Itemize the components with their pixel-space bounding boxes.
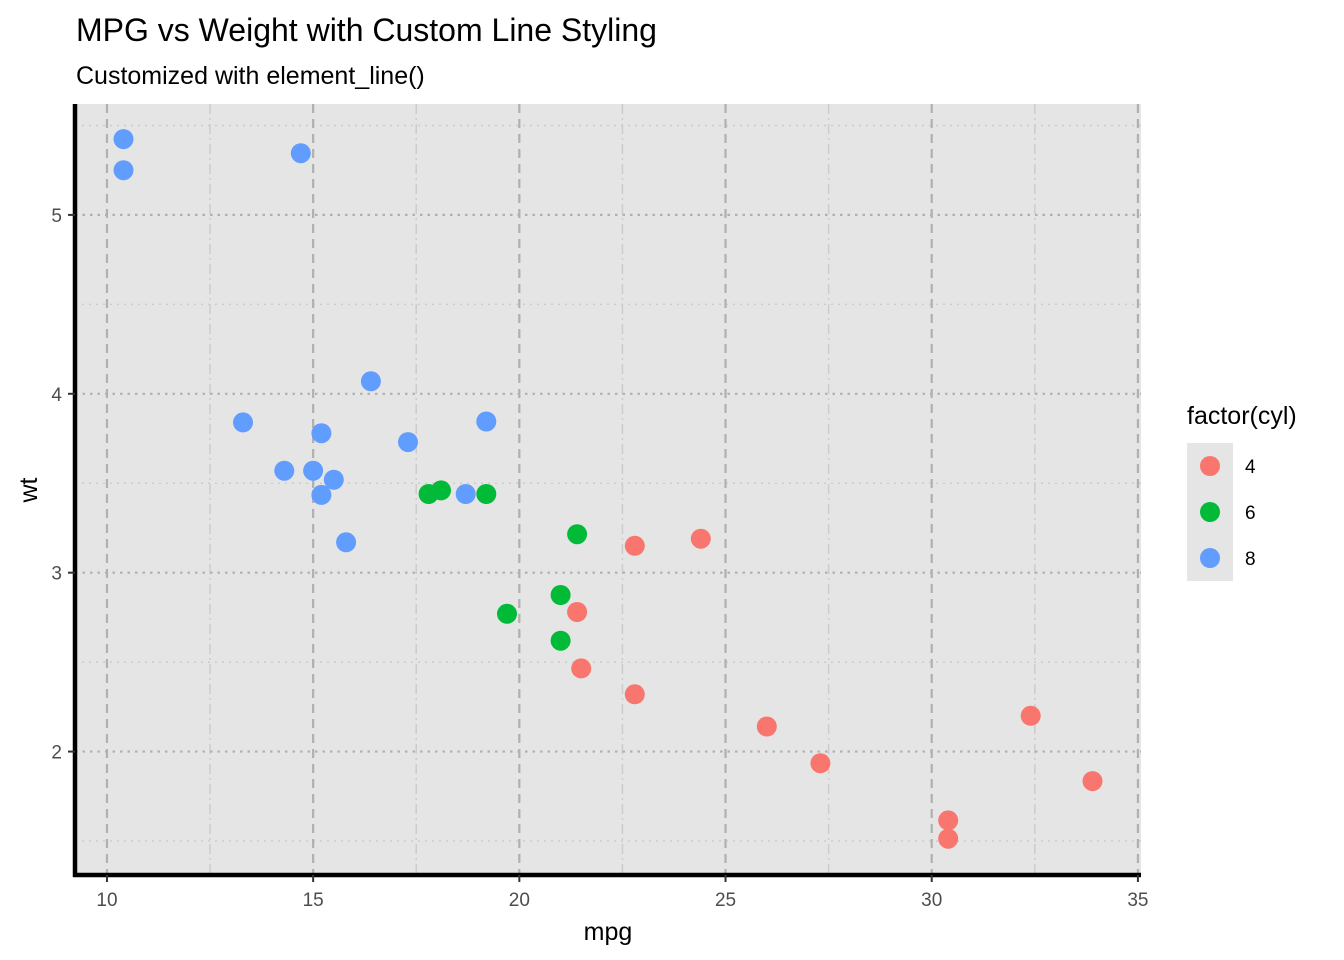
y-axis-title: wt [15, 477, 43, 503]
data-point [323, 469, 344, 490]
x-tick-label: 30 [921, 890, 942, 911]
legend-title: factor(cyl) [1187, 402, 1297, 430]
y-tick-label: 5 [51, 206, 62, 227]
x-tick-label: 20 [509, 890, 530, 911]
legend-label: 8 [1245, 549, 1256, 570]
data-point [756, 716, 777, 737]
data-point [550, 585, 571, 605]
y-axis-ticks: 2 3 4 5 [51, 206, 75, 764]
y-tick-label: 3 [51, 564, 62, 585]
data-point [274, 460, 295, 481]
data-point [571, 658, 592, 679]
data-point [938, 810, 959, 831]
major-grid [75, 104, 1141, 875]
x-tick-label: 15 [303, 890, 324, 911]
chart-title: MPG vs Weight with Custom Line Styling [76, 12, 657, 48]
data-point [810, 753, 831, 774]
legend-key [1200, 456, 1220, 476]
data-point [938, 828, 959, 849]
data-point [418, 484, 439, 504]
x-axis-title: mpg [584, 918, 633, 946]
x-tick-label: 35 [1127, 890, 1148, 911]
x-tick-label: 10 [96, 890, 117, 911]
data-point [233, 412, 253, 433]
legend-label: 4 [1245, 457, 1256, 478]
chart-subtitle: Customized with element_line() [76, 62, 425, 90]
legend-key [1200, 502, 1220, 522]
data-point [336, 532, 357, 553]
data-point [476, 411, 497, 432]
minor-grid [75, 104, 1141, 875]
data-point [690, 528, 711, 549]
data-point [311, 423, 332, 444]
plot-panel [75, 104, 1141, 875]
data-point [497, 603, 517, 624]
data-point [455, 484, 476, 504]
y-tick-label: 4 [51, 385, 62, 406]
data-point [113, 160, 134, 181]
data-point [567, 524, 588, 545]
data-point [113, 129, 134, 150]
data-point [624, 535, 645, 556]
data-point [311, 484, 332, 505]
legend-key [1200, 548, 1220, 568]
legend-label: 6 [1245, 503, 1256, 524]
data-point [1020, 705, 1041, 726]
data-point [567, 602, 588, 622]
data-point [1082, 771, 1103, 792]
data-points [113, 129, 1103, 849]
data-point [360, 371, 381, 392]
x-tick-label: 25 [715, 890, 736, 911]
data-point [550, 630, 571, 651]
data-point [624, 684, 645, 705]
axes [72, 104, 1141, 878]
x-axis-ticks: 10 15 20 25 30 35 [96, 875, 1148, 911]
legend: factor(cyl) 4 6 8 [1187, 402, 1297, 581]
y-tick-label: 2 [51, 743, 62, 764]
data-point [303, 460, 324, 481]
data-point [476, 484, 497, 504]
data-point [398, 432, 418, 453]
data-point [290, 143, 311, 164]
